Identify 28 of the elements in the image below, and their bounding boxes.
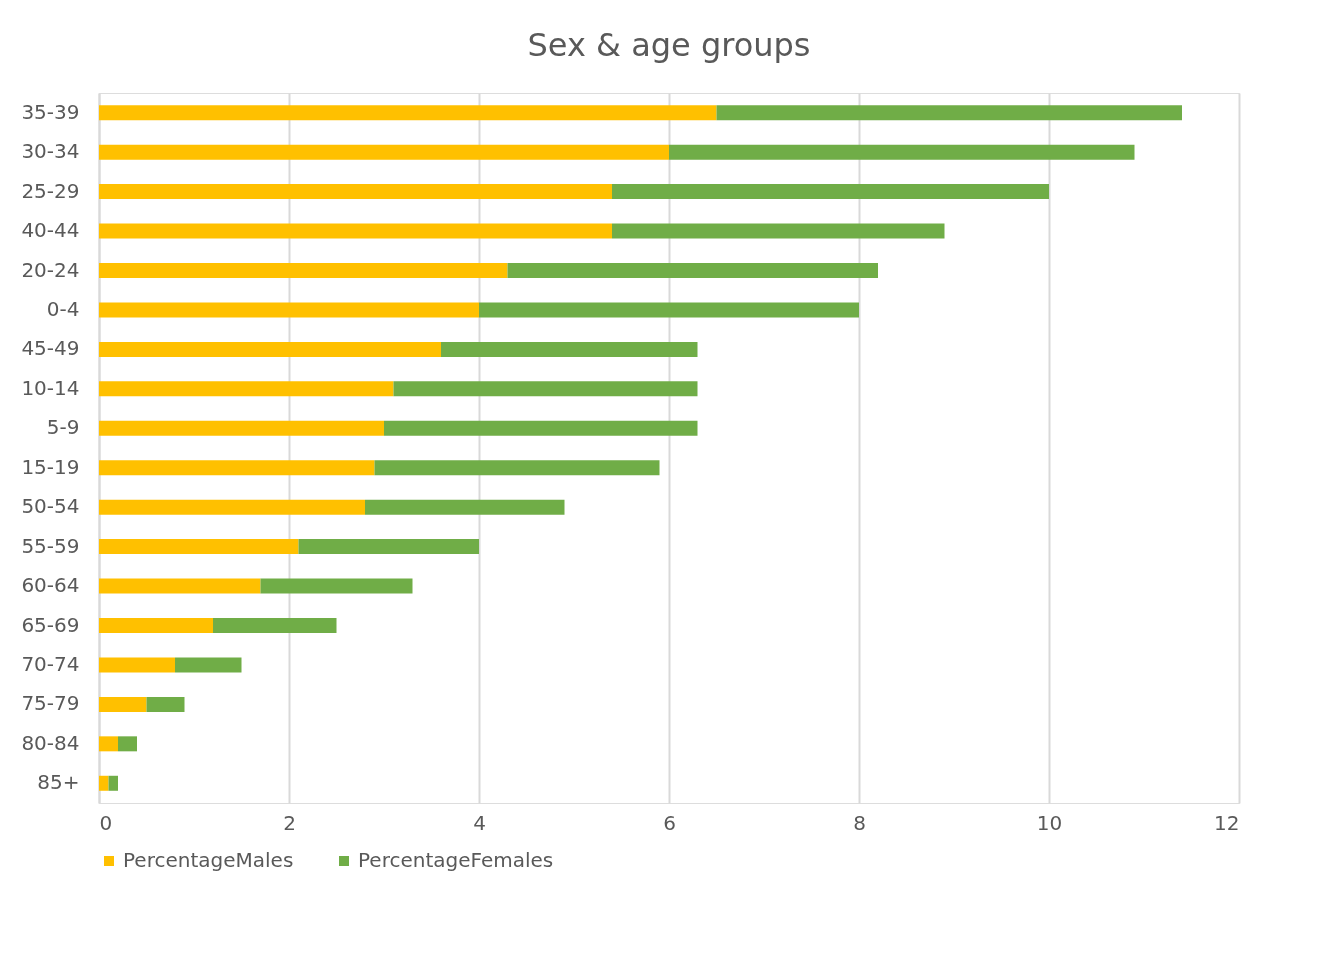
y-tick-label: 25-29 — [21, 178, 80, 203]
y-tick-label: 60-64 — [21, 573, 80, 598]
y-tick-label: 50-54 — [21, 494, 80, 519]
y-tick-label: 45-49 — [21, 336, 80, 361]
x-tick-label: 2 — [283, 810, 296, 835]
y-tick-label: 40-44 — [21, 218, 80, 243]
y-tick-label: 85+ — [37, 770, 80, 795]
chart-title: Sex & age groups — [527, 26, 811, 64]
x-tick-label: 0 — [99, 810, 113, 835]
y-tick-label: 0-4 — [46, 296, 80, 321]
x-tick-label: 4 — [473, 810, 486, 835]
x-tick-label: 6 — [663, 810, 676, 835]
y-tick-label: 75-79 — [21, 691, 80, 716]
legend-label: PercentageMales — [123, 848, 294, 872]
y-tick-label: 65-69 — [21, 612, 80, 637]
y-tick-label: 20-24 — [21, 257, 80, 282]
y-tick-label: 15-19 — [21, 454, 80, 479]
x-tick-label: 10 — [1036, 810, 1063, 835]
x-tick-label: 8 — [853, 810, 866, 835]
y-tick-label: 5-9 — [46, 415, 80, 440]
y-tick-label: 55-59 — [21, 533, 80, 558]
y-tick-label: 10-14 — [21, 375, 80, 400]
y-tick-label: 35-39 — [21, 99, 80, 124]
y-tick-label: 70-74 — [21, 651, 80, 676]
y-tick-label: 80-84 — [21, 730, 80, 755]
legend-label: PercentageFemales — [358, 848, 554, 872]
y-tick-label: 30-34 — [21, 139, 80, 164]
x-tick-label: 12 — [1214, 810, 1240, 835]
